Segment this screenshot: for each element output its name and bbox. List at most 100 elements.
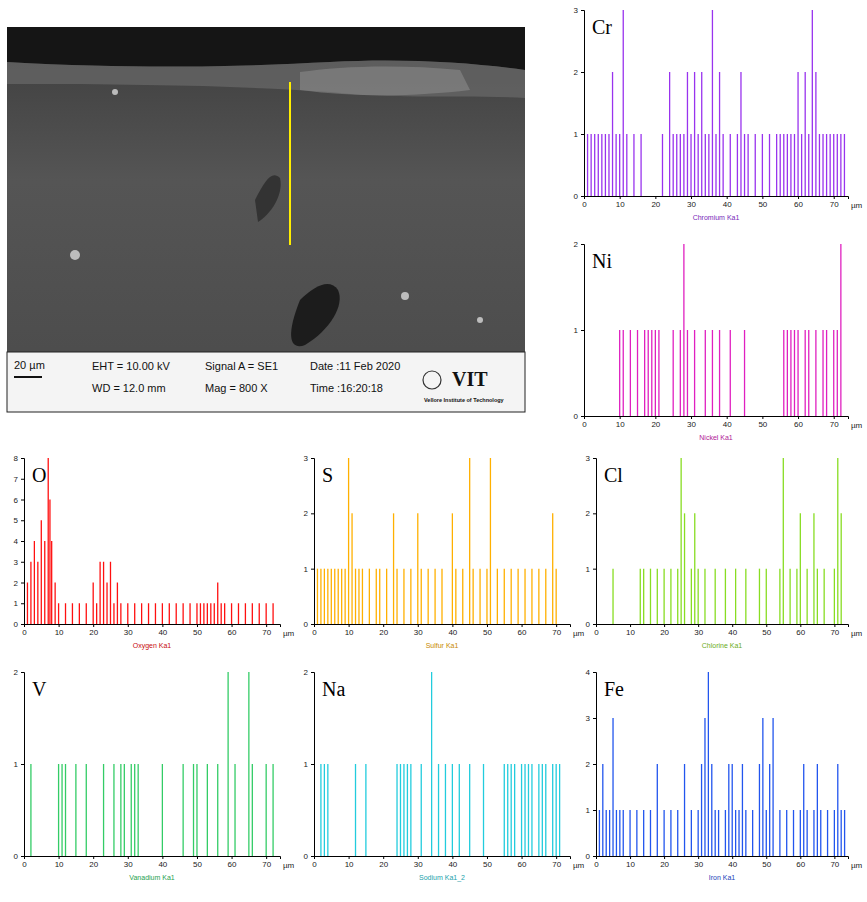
x-tick-label: 60	[796, 628, 805, 637]
y-tick: 2	[574, 68, 584, 77]
count-bar	[738, 810, 739, 856]
count-bar	[511, 569, 512, 624]
x-tick-label: 0	[312, 628, 317, 637]
count-bar	[745, 569, 746, 624]
count-bar	[30, 764, 31, 856]
count-bar	[556, 764, 557, 856]
count-bar	[820, 810, 821, 856]
y-tick-mark	[581, 416, 584, 417]
count-bar	[538, 569, 539, 624]
y-tick: 0	[574, 192, 584, 201]
x-tick-label: 20	[651, 420, 660, 429]
line-scan-panel: 010203040506070012µmSodium Ka1_2Na	[304, 668, 585, 882]
count-bar	[594, 134, 595, 196]
count-bar	[504, 569, 505, 624]
x-axis: 010203040506070	[22, 856, 280, 869]
x-tick: 40	[158, 624, 167, 637]
y-axis: 0123	[574, 6, 585, 201]
count-bar	[806, 569, 807, 624]
y-tick-label: 3	[586, 714, 591, 723]
count-bar	[705, 134, 706, 196]
count-bar	[636, 810, 637, 856]
x-tick: 30	[687, 416, 696, 429]
x-tick-label: 40	[723, 200, 732, 209]
y-tick: 3	[574, 6, 584, 15]
count-bar	[259, 603, 260, 624]
y-tick-mark	[311, 513, 314, 514]
y-axis: 012	[14, 668, 25, 861]
count-bar	[590, 134, 591, 196]
count-bar	[324, 764, 325, 856]
x-tick: 40	[448, 856, 457, 869]
x-tick-mark	[266, 856, 267, 859]
y-tick-mark	[593, 458, 596, 459]
y-axis-line	[593, 459, 597, 625]
count-bar	[691, 569, 692, 624]
count-bar	[735, 569, 736, 624]
count-bar	[521, 764, 522, 856]
count-bar	[615, 134, 616, 196]
count-bar	[379, 569, 380, 624]
count-bar	[718, 810, 719, 856]
x-tick: 30	[694, 856, 703, 869]
count-bar	[120, 764, 121, 856]
x-tick-label: 70	[552, 628, 561, 637]
count-bar	[776, 134, 777, 196]
count-bar	[740, 72, 741, 196]
info-text: VIT	[452, 368, 488, 390]
y-tick-mark	[593, 718, 596, 719]
y-tick-label: 0	[304, 852, 309, 861]
count-bar	[742, 764, 743, 856]
count-bar	[410, 569, 411, 624]
count-bar	[643, 810, 644, 856]
y-tick-label: 2	[304, 509, 309, 518]
count-bar	[837, 330, 838, 416]
count-bar	[54, 583, 55, 625]
y-tick: 1	[586, 806, 596, 815]
marks	[317, 458, 556, 624]
x-tick-label: 0	[582, 200, 587, 209]
count-bar	[238, 603, 239, 624]
x-tick-mark	[266, 624, 267, 627]
y-tick-label: 0	[574, 192, 579, 201]
x-axis-line	[585, 417, 849, 420]
x-tick: 20	[651, 416, 660, 429]
count-bar	[369, 569, 370, 624]
count-bar	[362, 569, 363, 624]
count-bar	[797, 72, 798, 196]
count-bar	[110, 562, 111, 624]
x-tick: 50	[762, 624, 771, 637]
x-tick-label: 10	[616, 420, 625, 429]
count-bar	[106, 583, 107, 625]
count-bar	[813, 513, 814, 624]
y-tick-mark	[21, 583, 24, 584]
x-axis-line	[597, 857, 849, 860]
y-axis: 01234	[586, 668, 597, 861]
count-bar	[657, 764, 658, 856]
x-tick-mark	[762, 416, 763, 419]
count-bar	[511, 764, 512, 856]
y-tick-label: 2	[14, 579, 19, 588]
info-text: EHT = 10.00 kV	[92, 360, 170, 372]
y-axis-line	[581, 245, 585, 417]
marks	[588, 10, 845, 196]
x-tick-mark	[383, 856, 384, 859]
count-bar	[744, 134, 745, 196]
count-bar	[34, 541, 35, 624]
x-axis-title: Sodium Ka1_2	[419, 874, 465, 882]
y-tick: 2	[14, 579, 24, 588]
count-bar	[797, 330, 798, 416]
count-bar	[507, 764, 508, 856]
count-bar	[524, 569, 525, 624]
count-bar	[545, 764, 546, 856]
x-tick-label: 30	[694, 860, 703, 869]
count-bar	[65, 603, 66, 624]
y-axis-line	[21, 459, 25, 625]
count-bar	[224, 603, 225, 624]
count-bar	[552, 513, 553, 624]
x-tick: 60	[794, 196, 803, 209]
count-bar	[96, 603, 97, 624]
count-bar	[779, 810, 780, 856]
x-tick-mark	[487, 856, 488, 859]
count-bar	[196, 764, 197, 856]
